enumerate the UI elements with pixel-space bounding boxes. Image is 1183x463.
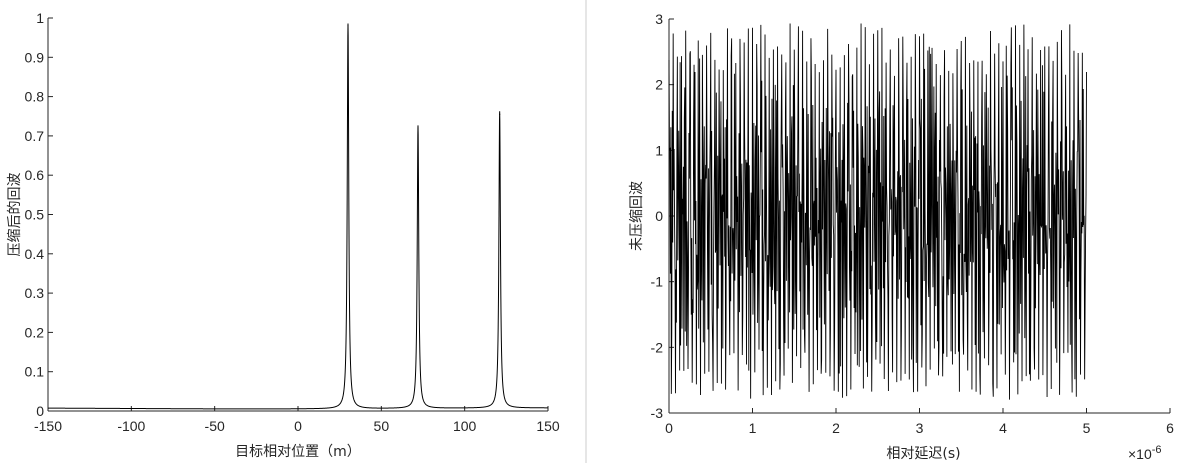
left-y-tick-label: 0.2 — [25, 324, 45, 340]
chart-compressed-echo: -150 -100 -50 0 50 100 150 0 0.1 0.2 0.3 0.4 0.5 0.6… — [7, 10, 560, 460]
left-y-tick-label: 0.1 — [25, 364, 45, 380]
right-x-tick-label: 1 — [749, 420, 757, 436]
left-x-tick-label: -150 — [34, 418, 62, 434]
left-y-tick-label: 0.5 — [25, 207, 45, 223]
panel-divider — [585, 0, 587, 463]
left-y-tick-label: 0.8 — [25, 89, 45, 105]
left-peak-markers — [347, 25, 501, 129]
left-y-tick-label: 0 — [36, 403, 44, 419]
left-x-tick-label: 150 — [536, 418, 560, 434]
exponent-base: ×10 — [1128, 446, 1152, 462]
right-x-tick-label: 4 — [999, 420, 1007, 436]
right-y-tick-label: -3 — [651, 405, 664, 421]
left-x-tick-label: 100 — [453, 418, 477, 434]
left-y-tick-label: 0.3 — [25, 285, 45, 301]
left-y-axis-label: 压缩后的回波 — [7, 173, 23, 257]
right-y-tick-label: 2 — [655, 77, 663, 93]
left-x-ticks: -150 -100 -50 0 50 100 150 — [34, 406, 560, 434]
left-y-tick-label: 0.9 — [25, 49, 45, 65]
right-x-axis-exponent: ×10-6 — [1128, 444, 1162, 462]
right-x-tick-label: 3 — [916, 420, 924, 436]
right-y-tick-label: 3 — [655, 11, 663, 27]
left-peak-point — [499, 113, 501, 115]
left-x-tick-label: -100 — [117, 418, 145, 434]
left-y-tick-label: 0.7 — [25, 128, 45, 144]
left-x-tick-label: 0 — [294, 418, 302, 434]
exponent-power: -6 — [1152, 444, 1162, 456]
left-y-tick-label: 0.6 — [25, 167, 45, 183]
right-y-tick-label: 1 — [655, 142, 663, 158]
left-x-tick-label: -50 — [205, 418, 225, 434]
right-x-tick-label: 6 — [1166, 420, 1174, 436]
right-x-tick-label: 0 — [665, 420, 673, 436]
left-y-ticks: 0 0.1 0.2 0.3 0.4 0.5 0.6 0.7 0.8 0.9 1 — [25, 10, 53, 419]
left-x-tick-label: 50 — [374, 418, 390, 434]
left-peak-point — [347, 25, 349, 27]
right-y-tick-label: -2 — [651, 339, 664, 355]
uncompressed-echo-series-line — [668, 23, 1087, 400]
chart-uncompressed-echo: 0 1 2 3 4 5 6 -3 -2 -1 0 1 2 3 相对延迟(s) 未压缩回波 ×10-6 — [629, 11, 1174, 462]
right-x-ticks: 0 1 2 3 4 5 6 — [665, 408, 1174, 436]
left-x-axis-label: 目标相对位置（m） — [235, 444, 361, 460]
right-x-tick-label: 2 — [832, 420, 840, 436]
right-y-tick-label: -1 — [651, 274, 664, 290]
left-y-tick-label: 0.4 — [25, 246, 45, 262]
right-x-tick-label: 5 — [1083, 420, 1091, 436]
compressed-echo-series-line — [48, 23, 548, 410]
right-x-axis-label: 相对延迟(s) — [886, 446, 960, 462]
right-y-axis-label: 未压缩回波 — [629, 181, 645, 251]
right-y-tick-label: 0 — [655, 208, 663, 224]
left-y-tick-label: 1 — [36, 10, 44, 26]
left-peak-point — [417, 127, 419, 129]
